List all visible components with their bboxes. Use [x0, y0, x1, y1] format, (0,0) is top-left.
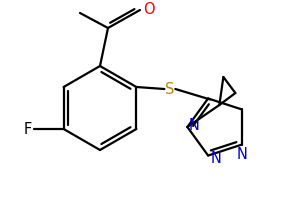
Text: N: N — [236, 147, 247, 162]
Text: O: O — [143, 3, 155, 17]
Text: N: N — [189, 118, 200, 132]
Text: S: S — [165, 82, 174, 96]
Text: N: N — [211, 151, 222, 166]
Text: F: F — [23, 121, 32, 137]
